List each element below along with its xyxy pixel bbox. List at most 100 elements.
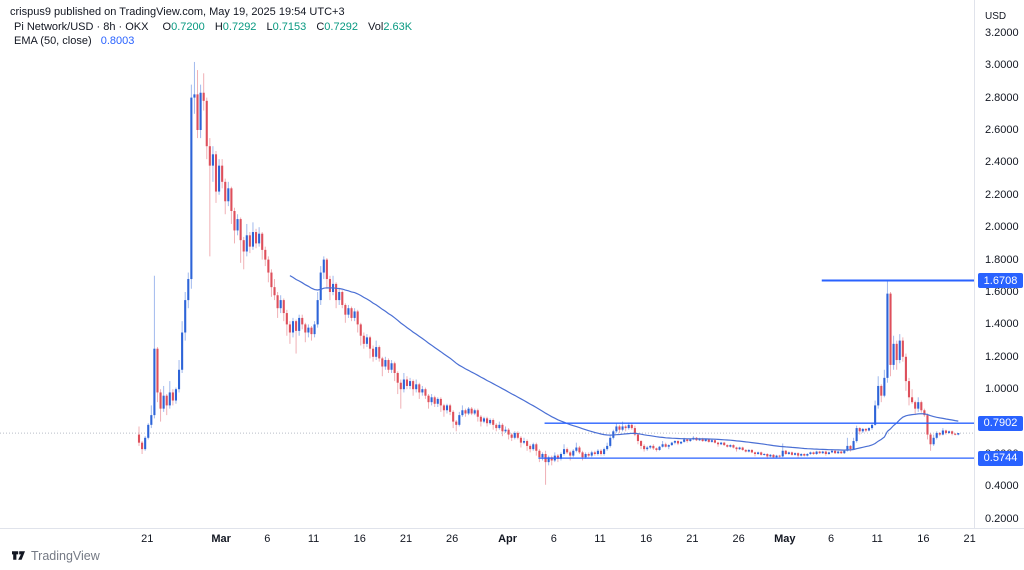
candle-body xyxy=(144,437,147,450)
candle-body xyxy=(156,348,159,393)
candle-body xyxy=(307,327,310,333)
candle-body xyxy=(316,300,319,325)
candle-body xyxy=(787,452,790,454)
candle-body xyxy=(270,272,273,288)
candle xyxy=(387,358,390,373)
time-label-11: 11 xyxy=(307,533,320,545)
candle xyxy=(895,340,898,370)
candle xyxy=(790,451,794,456)
candle-body xyxy=(458,415,461,425)
candle-body xyxy=(732,445,735,448)
candle-body xyxy=(686,439,689,442)
candle xyxy=(298,314,301,336)
candle xyxy=(941,428,944,436)
candle-body xyxy=(267,259,270,273)
candle xyxy=(661,441,664,448)
candle xyxy=(230,186,233,224)
candle xyxy=(898,334,901,364)
candle-body xyxy=(467,408,470,414)
candle-body xyxy=(837,451,840,454)
candle xyxy=(667,444,670,450)
candle xyxy=(214,151,218,203)
candle-body xyxy=(676,441,680,444)
candle-body xyxy=(550,457,553,461)
candle xyxy=(569,450,572,461)
candle-body xyxy=(162,395,165,409)
candle xyxy=(529,444,532,453)
price-tick-2.6000: 2.6000 xyxy=(985,124,1019,136)
candle-body xyxy=(569,452,572,456)
symbol-legend[interactable]: Pi Network/USD · 8h · OKX O0.7200 H0.729… xyxy=(14,21,412,33)
candle xyxy=(473,408,476,416)
candle-body xyxy=(556,455,559,459)
candle-body xyxy=(849,445,852,450)
time-axis[interactable]: 21 Mar 6 11 16 21 26 Apr 6 11 16 21 26 May 6 11 16 21 xyxy=(0,528,1024,550)
candle xyxy=(489,418,492,425)
price-tick-0.4000: 0.4000 xyxy=(985,480,1019,493)
candle-body xyxy=(760,452,763,455)
candle-body xyxy=(738,447,741,450)
candle-body xyxy=(636,434,640,442)
candle xyxy=(800,453,803,457)
ema-value: 0.8003 xyxy=(100,35,135,47)
candle xyxy=(421,385,424,396)
candle xyxy=(957,433,960,436)
candle xyxy=(840,450,843,454)
candle xyxy=(880,384,883,403)
candle xyxy=(633,425,636,437)
candle-body xyxy=(747,449,750,452)
candle-body xyxy=(430,397,433,403)
candle-body xyxy=(325,259,328,280)
tradingview-logo[interactable]: TradingView xyxy=(11,548,100,563)
candle-body xyxy=(390,363,393,370)
candle xyxy=(325,257,328,289)
time-label-21: 21 xyxy=(686,533,699,545)
candle xyxy=(187,272,190,309)
candle-body xyxy=(208,146,211,166)
price-tick-1.4000: 1.4000 xyxy=(985,318,1019,331)
candle xyxy=(365,334,368,348)
candle-body xyxy=(658,446,661,450)
candle-body xyxy=(362,335,365,344)
candle-body xyxy=(427,395,430,403)
ema-legend[interactable]: EMA (50, close) 0.8003 xyxy=(14,35,134,47)
candle xyxy=(141,441,144,454)
price-tick-2.8000: 2.8000 xyxy=(985,91,1019,104)
candle-body xyxy=(624,426,627,429)
candle xyxy=(538,449,541,463)
candle-body xyxy=(951,431,954,434)
candle-body xyxy=(914,402,917,409)
candle xyxy=(741,446,744,451)
candle-body xyxy=(784,450,787,454)
candle-body xyxy=(778,455,781,457)
candle-body xyxy=(372,348,375,357)
price-axis[interactable]: USD 3.2000 3.0000 2.8000 2.6000 2.4000 2.2000… xyxy=(974,0,1024,528)
price-badge-1.6708: 1.6708 xyxy=(978,273,1023,289)
candle-body xyxy=(276,295,279,309)
candle xyxy=(396,371,399,395)
candle-body xyxy=(251,232,255,247)
candle-body xyxy=(840,451,843,454)
candle xyxy=(270,269,273,297)
candle xyxy=(544,450,547,485)
candle xyxy=(535,442,538,456)
candle xyxy=(375,340,378,361)
candle-body xyxy=(328,279,332,292)
time-label-16: 16 xyxy=(640,533,653,545)
candle xyxy=(720,441,723,446)
candle xyxy=(412,379,415,396)
candle-body xyxy=(904,356,907,382)
candle-body xyxy=(353,311,356,318)
ema-line[interactable] xyxy=(289,275,959,451)
symbol-title[interactable]: Pi Network/USD · 8h · OKX xyxy=(14,21,149,33)
candle-body xyxy=(947,431,951,433)
candle xyxy=(304,322,307,343)
price-tick-1.2000: 1.2000 xyxy=(985,350,1019,363)
candle-body xyxy=(147,424,150,438)
candle-body xyxy=(812,452,815,454)
candle-body xyxy=(193,94,196,98)
candle xyxy=(578,445,581,454)
candle xyxy=(310,326,313,341)
candle xyxy=(291,317,295,338)
